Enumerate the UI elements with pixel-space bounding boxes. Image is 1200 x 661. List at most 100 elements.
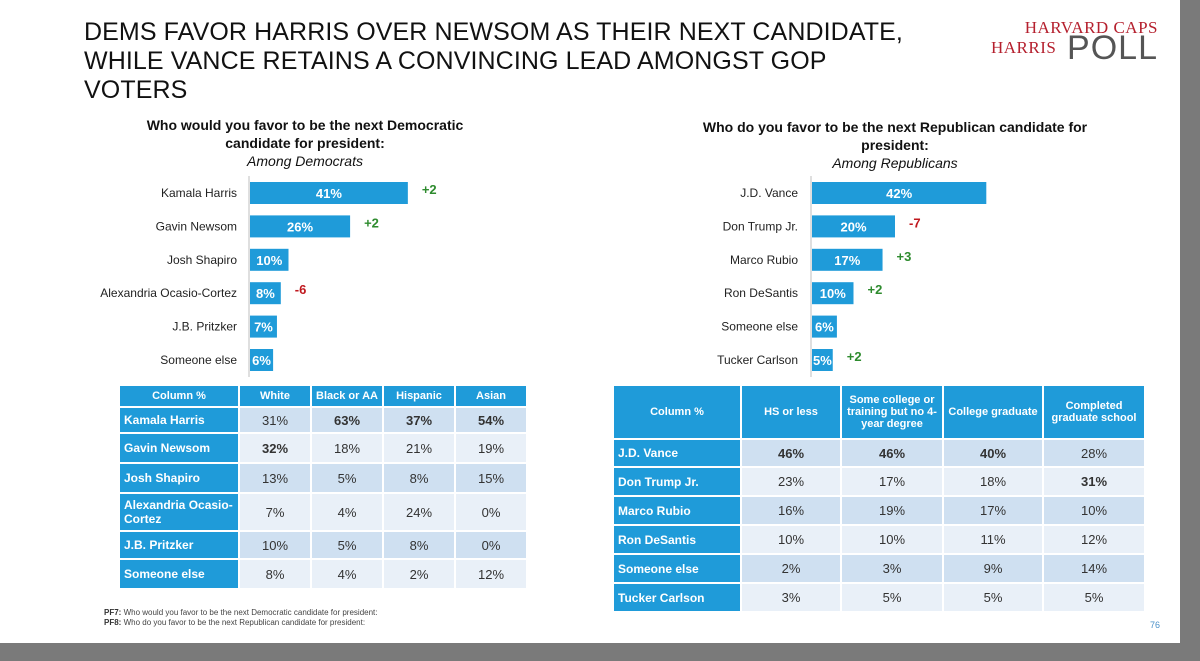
bottom-border (0, 643, 1200, 661)
table-cell: 5% (310, 530, 384, 560)
table-cell: 18% (942, 466, 1044, 497)
table-cell: 28% (1042, 438, 1146, 468)
rep-bar-chart: J.D. Vance 42% Don Trump Jr. 20% -7 Marco Rub… (717, 176, 987, 377)
value-label-josh-shapiro: 10% (256, 253, 282, 268)
rep-education-table: Column % HS or less Some college or traini… (612, 384, 1146, 613)
title-line-1: DEMS FAVOR HARRIS OVER NEWSOM AS THEIR N… (84, 18, 903, 46)
table-cell: 0% (454, 530, 528, 560)
harvard-caps-harris-poll-logo: HARVARD CAPS HARRIS POLL (928, 16, 1158, 66)
table-row: Tucker Carlson 3% 5% 5% 5% (612, 582, 1146, 613)
table-cell: 8% (238, 558, 312, 590)
column-header-hs-or-less: HS or less (740, 384, 842, 440)
bar-someone-else (250, 349, 274, 371)
column-header-asian: Asian (454, 384, 528, 408)
title-line-2: WHILE VANCE RETAINS A CONVINCING LEAD AM… (84, 47, 827, 104)
value-label-kamala-harris: 41% (316, 186, 342, 201)
bar-marco-rubio (812, 248, 883, 271)
column-header-college-graduate: College graduate (942, 384, 1044, 440)
table-header-row: Column % White Black or AA Hispanic Asian (118, 384, 528, 408)
row-label-j-b-pritzker: J.B. Pritzker (118, 530, 240, 560)
value-label-tucker-carlson: 5% (813, 353, 832, 368)
row-label-gavin-newsom: Gavin Newsom (118, 432, 240, 464)
bar-j-d-vance (812, 182, 987, 204)
table-cell: 7% (238, 492, 312, 532)
table-cell: 46% (840, 438, 944, 468)
table-cell: 24% (382, 492, 456, 532)
table-cell: 8% (382, 530, 456, 560)
logo-line-3: POLL (1067, 29, 1158, 67)
logo-line-2: HARRIS (991, 38, 1057, 57)
rep-question-line-1: Who do you favor to be the next Republic… (702, 119, 1088, 135)
table-cell: 5% (840, 582, 944, 613)
value-label-j-b-pritzker: 7% (254, 320, 273, 335)
value-label-marco-rubio: 17% (834, 253, 860, 268)
table-row: Don Trump Jr. 23% 17% 18% 31% (612, 466, 1146, 497)
column-header-column: Column % (612, 384, 742, 440)
row-label-josh-shapiro: Josh Shapiro (118, 462, 240, 494)
column-header-some-college-or-training-but-no-4-year-degree: Some college or training but no 4-year d… (840, 384, 944, 440)
category-label-alexandria-ocasio-cortez: Alexandria Ocasio-Cortez (100, 286, 237, 300)
table-cell: 13% (238, 462, 312, 494)
footnote-code: PF8: (104, 618, 122, 627)
bar-someone-else (812, 315, 837, 338)
category-label-don-trump-jr: Don Trump Jr. (723, 219, 798, 233)
bar-alexandria-ocasio-cortez (250, 282, 281, 305)
table-row: Ron DeSantis 10% 10% 11% 12% (612, 524, 1146, 555)
row-label-j-d-vance: J.D. Vance (612, 438, 742, 468)
table-row: Kamala Harris 31% 63% 37% 54% (118, 406, 528, 434)
table-cell: 12% (1042, 524, 1146, 555)
change-label-kamala-harris: +2 (422, 182, 437, 197)
row-label-someone-else: Someone else (612, 553, 742, 584)
dem-bar-chart: Kamala Harris 41% +2 Gavin Newsom 26% +2 Josh … (0, 0, 600, 385)
row-label-tucker-carlson: Tucker Carlson (612, 582, 742, 613)
value-label-don-trump-jr: 20% (840, 219, 866, 234)
change-label-ron-desantis: +2 (868, 282, 883, 297)
table-cell: 10% (740, 524, 842, 555)
category-label-gavin-newsom: Gavin Newsom (156, 219, 237, 233)
page-title: DEMS FAVOR HARRIS OVER NEWSOM AS THEIR N… (84, 18, 924, 105)
table-cell: 10% (840, 524, 944, 555)
table-cell: 11% (942, 524, 1044, 555)
category-label-ron-desantis: Ron DeSantis (724, 286, 798, 300)
table-header-row: Column % HS or less Some college or traini… (612, 384, 1146, 440)
table-cell: 18% (310, 432, 384, 464)
value-label-someone-else: 6% (252, 353, 271, 368)
bar-don-trump-jr (812, 215, 895, 238)
change-label-alexandria-ocasio-cortez: -6 (295, 282, 307, 297)
column-header-white: White (238, 384, 312, 408)
dem-question-line-2: candidate for president: (225, 135, 385, 151)
category-label-someone-else: Someone else (160, 353, 237, 367)
dem-question-subtitle: Among Democrats (247, 153, 363, 169)
footnote-code: PF7: (104, 608, 122, 617)
table-cell: 10% (1042, 495, 1146, 526)
category-label-j-d-vance: J.D. Vance (740, 186, 798, 200)
table-cell: 40% (942, 438, 1044, 468)
dem-bar-chart-svg: Kamala Harris 41% +2 Gavin Newsom 26% +2 Josh … (100, 176, 437, 377)
value-label-gavin-newsom: 26% (287, 219, 313, 234)
page-number: 76 (1150, 620, 1161, 630)
table-cell: 46% (740, 438, 842, 468)
table-cell: 17% (942, 495, 1044, 526)
row-label-don-trump-jr: Don Trump Jr. (612, 466, 742, 497)
table-cell: 12% (454, 558, 528, 590)
rep-question-line-2: president: (861, 137, 929, 153)
table-row: Someone else 2% 3% 9% 14% (612, 553, 1146, 584)
table-cell: 4% (310, 558, 384, 590)
footnote-text: Who would you favor to be the next Democ… (123, 608, 378, 617)
dem-question-line-1: Who would you favor to be the next Democ… (146, 117, 464, 133)
value-label-ron-desantis: 10% (820, 286, 846, 301)
table-cell: 4% (310, 492, 384, 532)
table-cell: 54% (454, 406, 528, 434)
table-cell: 2% (382, 558, 456, 590)
column-header-completed-graduate-school: Completed graduate school (1042, 384, 1146, 440)
table-row: Josh Shapiro 13% 5% 8% 15% (118, 462, 528, 494)
category-label-marco-rubio: Marco Rubio (730, 253, 798, 267)
table-row: Someone else 8% 4% 2% 12% (118, 558, 528, 590)
column-header-column: Column % (118, 384, 240, 408)
table-row: Gavin Newsom 32% 18% 21% 19% (118, 432, 528, 464)
table-cell: 19% (454, 432, 528, 464)
table-cell: 31% (1042, 466, 1146, 497)
category-label-tucker-carlson: Tucker Carlson (717, 353, 798, 367)
change-label-tucker-carlson: +2 (847, 349, 862, 364)
dem-question-title: Who would you favor to be the next Democ… (110, 116, 500, 170)
